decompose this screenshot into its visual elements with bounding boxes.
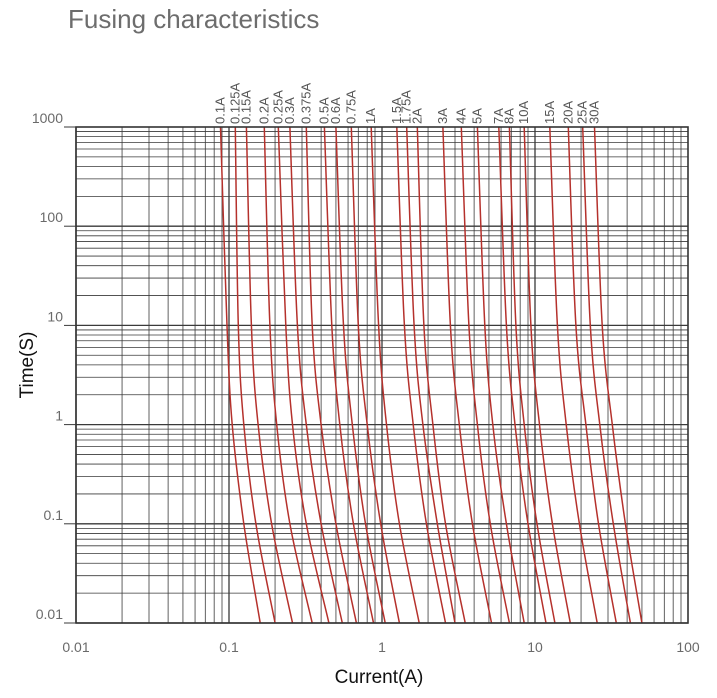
curve-rating-label: 2A [409, 108, 424, 124]
curve-rating-label: 4A [453, 108, 468, 124]
x-ticks: 0.01 0.1 1 10 100 [62, 639, 700, 655]
y-tick-label: 1000 [32, 110, 63, 126]
fuse-curve [277, 126, 330, 624]
curve-rating-label: 1A [363, 108, 378, 124]
y-axis-label: Time(S) [17, 332, 38, 399]
curve-rating-label: 0.25A [270, 90, 285, 124]
curve-rating-label: 0.1A [213, 97, 228, 124]
fuse-curve [442, 126, 493, 624]
curve-rating-label: 10A [516, 101, 531, 124]
curve-rating-label: 30A [587, 101, 602, 124]
fuse-curve [219, 126, 261, 624]
curve-rating-label: 0.5A [316, 97, 331, 124]
y-tick-label: 1 [55, 408, 63, 424]
fuse-curve [350, 126, 401, 624]
y-ticks: 0.01 0.1 1 10 100 1000 [32, 110, 76, 624]
x-tick-label: 0.1 [219, 639, 239, 655]
fuse-curve [460, 126, 511, 624]
curve-rating-label: 20A [560, 101, 575, 124]
fuse-curve [234, 126, 276, 624]
curves [219, 126, 643, 624]
x-tick-label: 10 [527, 639, 543, 655]
y-tick-label: 10 [47, 308, 63, 324]
fuse-curve [396, 126, 447, 624]
plot-frame [75, 126, 689, 624]
curve-rating-label: 7A [491, 108, 506, 124]
curve-rating-label: 15A [542, 101, 557, 124]
curve-rating-label: 0.75A [343, 90, 358, 124]
y-tick-label: 0.1 [44, 507, 64, 523]
x-tick-label: 100 [676, 639, 700, 655]
fuse-curve [593, 126, 643, 624]
curve-rating-label: 1.75A [399, 90, 414, 124]
fuse-curve [323, 126, 375, 624]
fuse-curve [263, 126, 313, 624]
fuse-curve [581, 126, 632, 624]
fuse-curve [370, 126, 420, 624]
fuse-curve [335, 126, 386, 624]
fuse-curve [305, 126, 358, 624]
x-tick-label: 0.01 [62, 639, 89, 655]
curve-rating-label: 0.375A [298, 82, 313, 124]
curve-rating-label: 3A [435, 108, 450, 124]
chart-title: Fusing characteristics [68, 4, 320, 34]
y-tick-label: 0.01 [36, 606, 63, 622]
curve-rating-label: 1.5A [389, 97, 404, 124]
curve-rating-label: 0.3A [282, 97, 297, 124]
fuse-curve [508, 126, 556, 624]
fuse-curve [289, 126, 344, 624]
curve-rating-label: 0.2A [256, 97, 271, 124]
y-tick-label: 100 [40, 209, 64, 225]
curve-rating-label: 25A [575, 101, 590, 124]
curve-rating-label: 0.15A [238, 90, 253, 124]
fuse-curve [476, 126, 525, 624]
fuse-curve [498, 126, 547, 624]
fuse-curve [549, 126, 598, 624]
curve-rating-label: 0.6A [328, 97, 343, 124]
fuse-curve [405, 126, 456, 624]
fuse-curve [567, 126, 618, 624]
fuse-curve [523, 126, 572, 624]
x-axis-label: Current(A) [335, 667, 424, 688]
curve-rating-label: 8A [501, 108, 516, 124]
x-tick-label: 1 [378, 639, 386, 655]
fuse-curve [416, 126, 466, 624]
curve-rating-label: 5A [469, 108, 484, 124]
curve-rating-label: 0.125A [227, 82, 242, 124]
fuse-curve [245, 126, 294, 624]
